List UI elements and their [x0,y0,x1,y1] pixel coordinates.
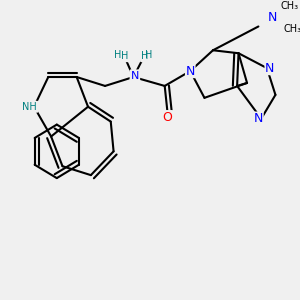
Text: CH₃: CH₃ [284,24,300,34]
Text: N: N [186,64,195,78]
Text: N: N [131,70,139,80]
Text: NH: NH [22,102,37,112]
Text: N: N [254,112,263,125]
Text: CH₃: CH₃ [280,1,299,11]
Text: H: H [141,51,148,61]
Text: O: O [163,111,172,124]
Text: H: H [146,50,153,60]
Text: H: H [121,51,129,61]
Text: N: N [265,61,274,75]
Text: H: H [114,50,122,60]
Text: N: N [268,11,277,24]
